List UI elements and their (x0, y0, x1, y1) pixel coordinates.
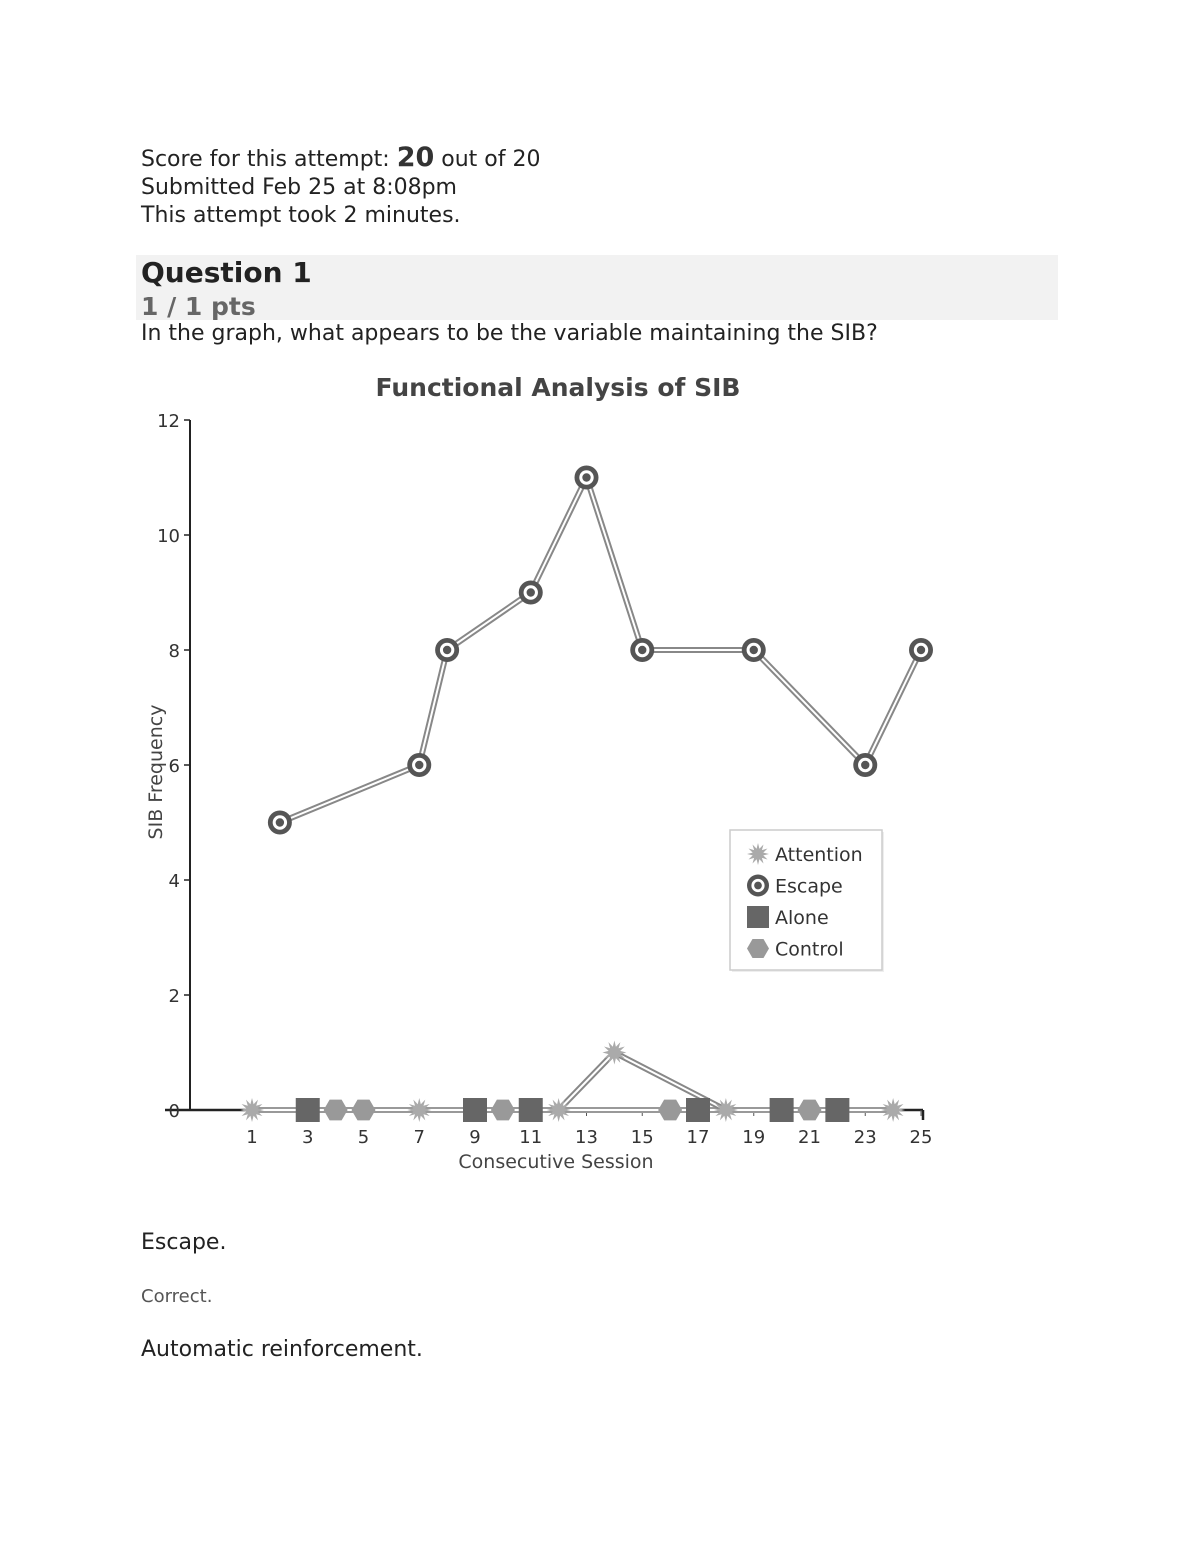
attention-point (602, 1040, 627, 1065)
alone-legend-icon (747, 906, 769, 928)
attention-legend-icon (747, 843, 769, 865)
y-tick-label: 6 (169, 756, 180, 777)
escape-point-center (638, 645, 647, 655)
score-total: out of 20 (441, 147, 541, 172)
alone-point (518, 1098, 543, 1122)
control-point (490, 1099, 515, 1121)
answer-option: Escape. (141, 1230, 227, 1255)
escape-point-center (526, 588, 535, 597)
legend-label: Alone (775, 907, 829, 929)
y-tick-label: 2 (169, 986, 180, 1007)
answer-feedback: Correct. (141, 1286, 213, 1307)
functional-analysis-chart: Functional Analysis of SIB Consecutive S… (145, 373, 933, 1173)
x-tick-label: 23 (854, 1127, 877, 1148)
x-tick-label: 21 (798, 1127, 821, 1148)
answer-option: Automatic reinforcement. (141, 1337, 423, 1362)
x-tick-label: 9 (469, 1127, 480, 1148)
x-tick-label: 13 (575, 1127, 598, 1148)
x-tick-label: 19 (742, 1127, 765, 1148)
attention-point (240, 1098, 264, 1122)
escape-point-center (861, 760, 870, 770)
score-value: 20 (396, 142, 435, 173)
score-label: Score for this attempt: (141, 147, 390, 172)
x-tick-label: 1 (246, 1127, 257, 1148)
alone-point (295, 1098, 320, 1122)
y-tick-label: 10 (157, 526, 180, 547)
escape-line (278, 474, 924, 826)
alone-point (686, 1098, 710, 1122)
control-point (351, 1099, 376, 1121)
control-point (323, 1099, 348, 1121)
question-header (136, 255, 1058, 320)
attention-point (881, 1098, 906, 1122)
alone-point (769, 1098, 794, 1122)
x-axis-label: Consecutive Session (458, 1151, 653, 1173)
x-tick-label: 5 (358, 1127, 369, 1148)
y-tick-label: 4 (169, 871, 180, 892)
escape-point-center (582, 473, 591, 482)
escape-point-center (442, 645, 452, 655)
x-tick-label: 11 (519, 1127, 542, 1148)
legend-label: Escape (775, 876, 843, 898)
question-text: In the graph, what appears to be the var… (141, 321, 878, 346)
alone-point (825, 1098, 850, 1122)
attempt-duration: This attempt took 2 minutes. (141, 203, 461, 228)
question-points: 1 / 1 pts (141, 292, 256, 321)
y-tick-label: 8 (169, 641, 180, 662)
escape-point-center (749, 645, 758, 655)
submitted-time: Submitted Feb 25 at 8:08pm (141, 175, 457, 200)
control-point (658, 1099, 683, 1121)
control-legend-icon (747, 938, 769, 959)
x-tick-label: 17 (687, 1127, 710, 1148)
escape-legend-icon-center (754, 881, 762, 890)
alone-point (463, 1098, 487, 1122)
x-tick-label: 3 (302, 1127, 313, 1148)
escape-point-center (275, 818, 285, 827)
escape-point-center (916, 645, 926, 655)
chart-legend: Attention Escape Alone Control (729, 829, 884, 972)
x-tick-label: 7 (414, 1127, 425, 1148)
question-title: Question 1 (141, 256, 312, 289)
attention-point (713, 1098, 738, 1122)
legend-label: Attention (775, 844, 863, 866)
escape-point-center (415, 760, 424, 770)
attention-point (407, 1098, 432, 1122)
chart-title: Functional Analysis of SIB (376, 373, 741, 402)
y-axis-label: SIB Frequency (145, 705, 167, 840)
control-point (797, 1099, 822, 1121)
y-tick-label: 0 (169, 1101, 180, 1122)
legend-label: Control (775, 939, 844, 961)
x-tick-label: 15 (631, 1127, 654, 1148)
y-tick-label: 12 (157, 411, 180, 432)
x-tick-label: 25 (910, 1127, 933, 1148)
attention-point (546, 1098, 571, 1122)
attempt-summary: Score for this attempt: 20 out of 20 Sub… (141, 144, 541, 230)
